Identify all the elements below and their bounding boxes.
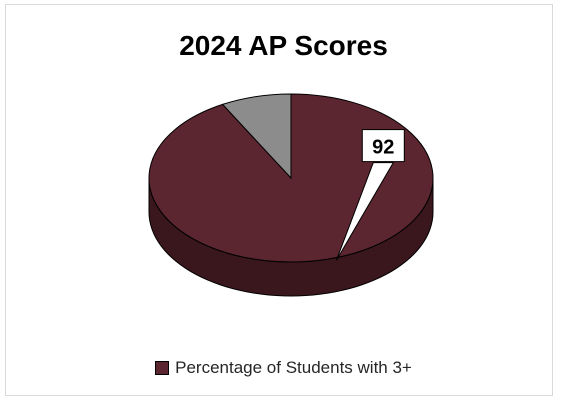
legend-swatch — [155, 361, 169, 375]
legend-label: Percentage of Students with 3+ — [175, 358, 412, 378]
chart-legend: Percentage of Students with 3+ — [0, 358, 567, 378]
pie-top-group — [149, 94, 433, 262]
data-label-1: 92 — [372, 137, 394, 159]
